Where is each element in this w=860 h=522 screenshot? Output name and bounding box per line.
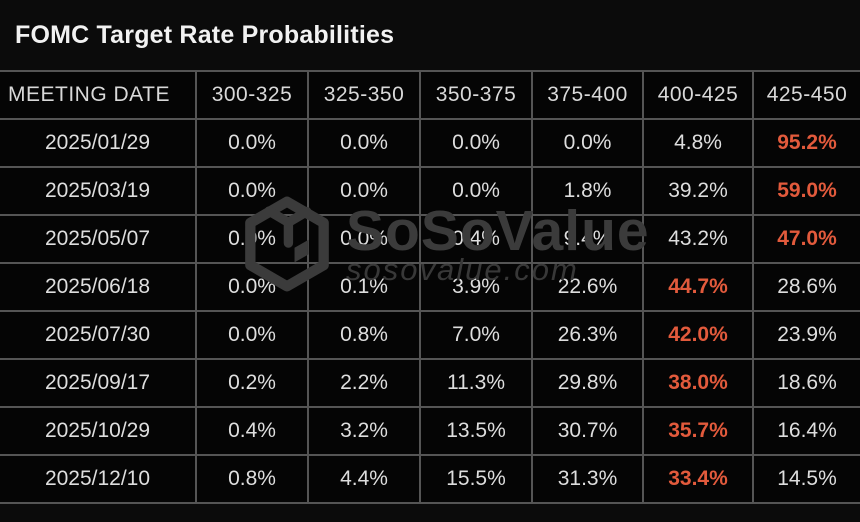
meeting-date-cell: 2025/01/29 xyxy=(0,118,197,168)
table-row: 2025/06/18 0.0% 0.1% 3.9% 22.6% 44.7% 28.6% xyxy=(0,262,860,312)
rate-range-column-header: 425-450 xyxy=(752,70,860,120)
probability-cell: 0.4% xyxy=(195,406,309,456)
probability-cell: 22.6% xyxy=(531,262,644,312)
table-row: 2025/03/19 0.0% 0.0% 0.0% 1.8% 39.2% 59.0% xyxy=(0,166,860,216)
probability-cell: 0.2% xyxy=(195,358,309,408)
probability-cell-highlighted: 44.7% xyxy=(642,262,754,312)
probability-cell: 3.2% xyxy=(307,406,421,456)
rate-range-column-header: 350-375 xyxy=(419,70,533,120)
table-row: 2025/07/30 0.0% 0.8% 7.0% 26.3% 42.0% 23.9% xyxy=(0,310,860,360)
probability-cell-highlighted: 95.2% xyxy=(752,118,860,168)
probability-cell: 0.0% xyxy=(307,118,421,168)
meeting-date-cell: 2025/09/17 xyxy=(0,358,197,408)
table-row: 2025/01/29 0.0% 0.0% 0.0% 0.0% 4.8% 95.2% xyxy=(0,118,860,168)
probability-cell: 4.4% xyxy=(307,454,421,504)
meeting-date-cell: 2025/07/30 xyxy=(0,310,197,360)
fomc-probabilities-table: MEETING DATE 300-325 325-350 350-375 375-400… xyxy=(0,70,860,504)
probability-cell-highlighted: 47.0% xyxy=(752,214,860,264)
meeting-date-cell: 2025/03/19 xyxy=(0,166,197,216)
meeting-date-cell: 2025/05/07 xyxy=(0,214,197,264)
probability-cell-highlighted: 59.0% xyxy=(752,166,860,216)
table-header-row: MEETING DATE 300-325 325-350 350-375 375-400… xyxy=(0,70,860,120)
title-bar: FOMC Target Rate Probabilities xyxy=(0,0,860,70)
probability-cell: 43.2% xyxy=(642,214,754,264)
table-row: 2025/09/17 0.2% 2.2% 11.3% 29.8% 38.0% 18.6% xyxy=(0,358,860,408)
probability-cell: 0.8% xyxy=(307,310,421,360)
probability-cell: 7.0% xyxy=(419,310,533,360)
probability-cell: 0.1% xyxy=(307,262,421,312)
probability-cell: 15.5% xyxy=(419,454,533,504)
meeting-date-cell: 2025/12/10 xyxy=(0,454,197,504)
probability-cell: 29.8% xyxy=(531,358,644,408)
probability-cell: 3.9% xyxy=(419,262,533,312)
probability-cell: 0.8% xyxy=(195,454,309,504)
rate-range-column-header: 375-400 xyxy=(531,70,644,120)
probability-cell: 0.0% xyxy=(195,166,309,216)
meeting-date-column-header: MEETING DATE xyxy=(0,70,197,120)
probability-cell: 0.0% xyxy=(307,214,421,264)
probability-cell: 26.3% xyxy=(531,310,644,360)
probability-cell: 0.0% xyxy=(195,118,309,168)
probability-cell: 14.5% xyxy=(752,454,860,504)
probability-cell-highlighted: 33.4% xyxy=(642,454,754,504)
table-row: 2025/10/29 0.4% 3.2% 13.5% 30.7% 35.7% 16.4% xyxy=(0,406,860,456)
probability-cell-highlighted: 35.7% xyxy=(642,406,754,456)
probability-cell: 18.6% xyxy=(752,358,860,408)
probability-cell: 4.8% xyxy=(642,118,754,168)
table-row: 2025/05/07 0.0% 0.0% 0.4% 9.4% 43.2% 47.0% xyxy=(0,214,860,264)
table-row: 2025/12/10 0.8% 4.4% 15.5% 31.3% 33.4% 14.5% xyxy=(0,454,860,504)
probability-cell: 1.8% xyxy=(531,166,644,216)
probability-cell: 0.0% xyxy=(195,262,309,312)
probability-cell: 0.0% xyxy=(419,166,533,216)
probability-cell: 0.4% xyxy=(419,214,533,264)
meeting-date-cell: 2025/10/29 xyxy=(0,406,197,456)
probability-cell: 28.6% xyxy=(752,262,860,312)
probability-cell: 16.4% xyxy=(752,406,860,456)
meeting-date-cell: 2025/06/18 xyxy=(0,262,197,312)
rate-range-column-header: 325-350 xyxy=(307,70,421,120)
probability-cell: 0.0% xyxy=(195,214,309,264)
probability-cell: 0.0% xyxy=(307,166,421,216)
probability-cell: 39.2% xyxy=(642,166,754,216)
probability-cell: 0.0% xyxy=(195,310,309,360)
probability-cell: 23.9% xyxy=(752,310,860,360)
probability-cell: 0.0% xyxy=(531,118,644,168)
probability-cell-highlighted: 38.0% xyxy=(642,358,754,408)
probability-cell: 11.3% xyxy=(419,358,533,408)
probability-cell: 13.5% xyxy=(419,406,533,456)
probability-cell: 2.2% xyxy=(307,358,421,408)
probability-cell: 0.0% xyxy=(419,118,533,168)
probability-cell: 31.3% xyxy=(531,454,644,504)
probability-cell-highlighted: 42.0% xyxy=(642,310,754,360)
page-title: FOMC Target Rate Probabilities xyxy=(15,20,395,49)
rate-range-column-header: 300-325 xyxy=(195,70,309,120)
probability-cell: 9.4% xyxy=(531,214,644,264)
probability-cell: 30.7% xyxy=(531,406,644,456)
rate-range-column-header: 400-425 xyxy=(642,70,754,120)
